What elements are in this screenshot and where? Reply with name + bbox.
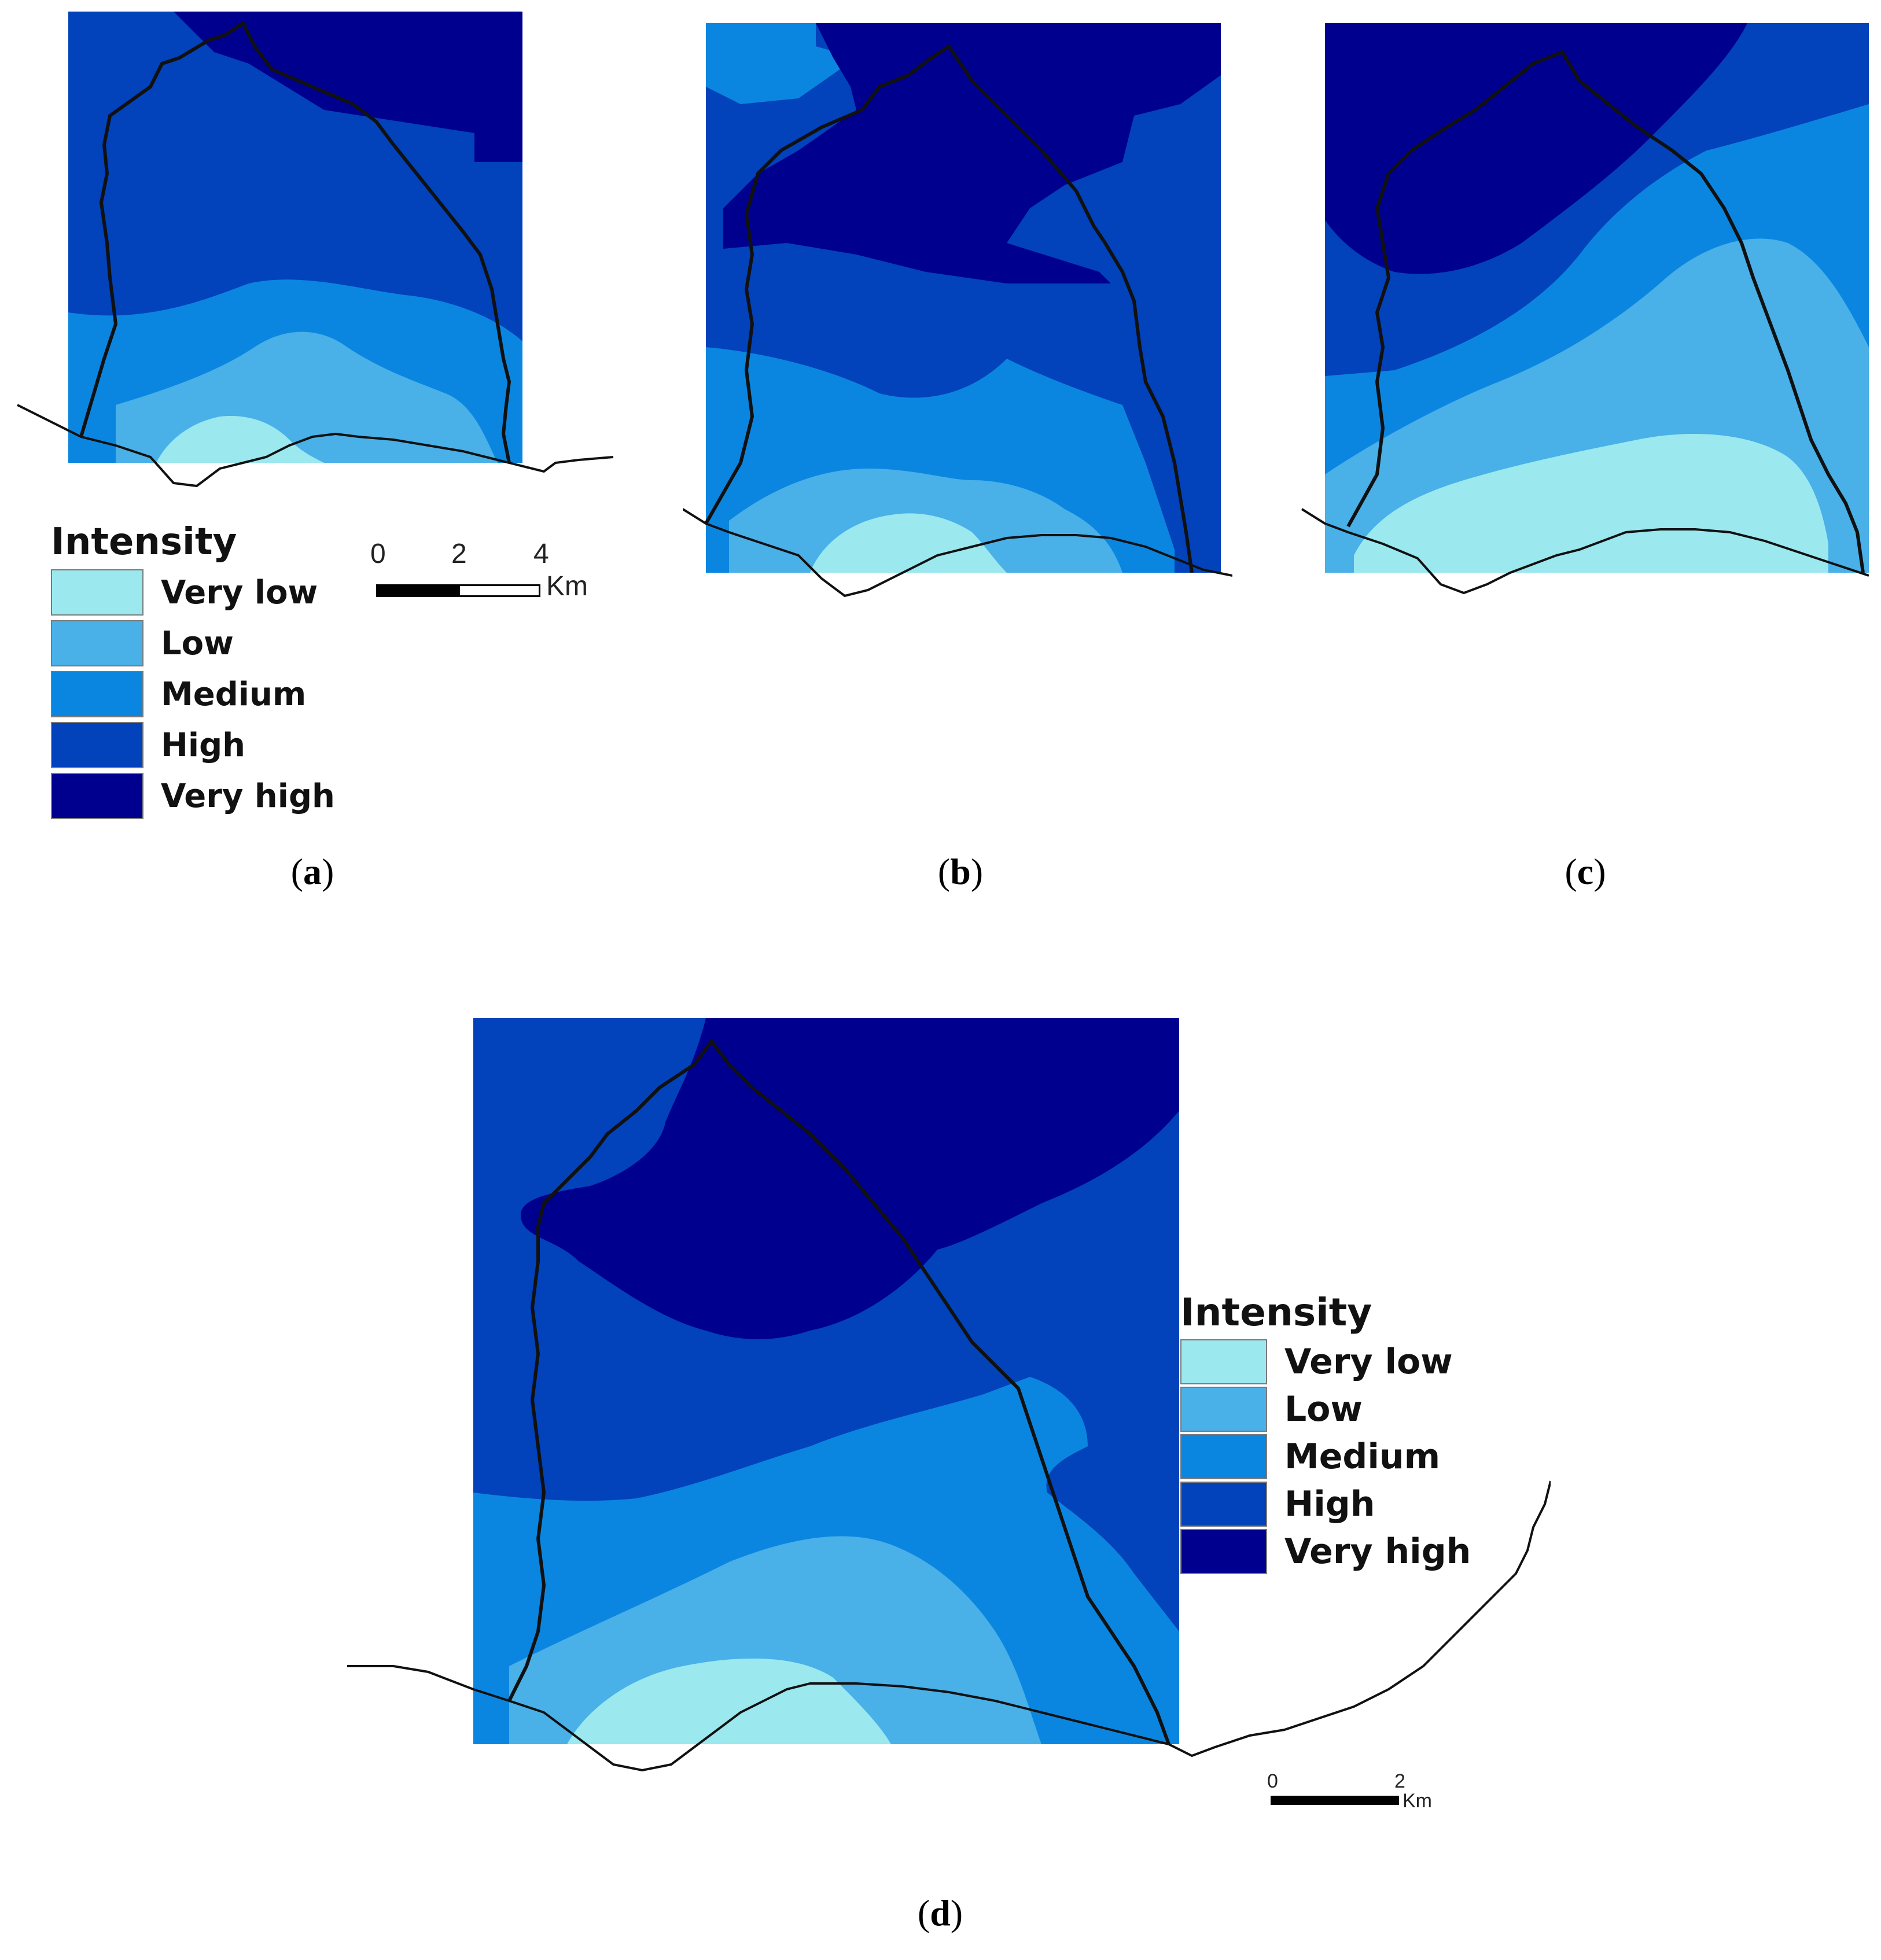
legend-label: High — [161, 726, 246, 764]
zone-very-low — [810, 513, 1007, 573]
scale-bar-segment-black — [1271, 1796, 1399, 1805]
legend-label: Medium — [1284, 1436, 1441, 1477]
coastline-d — [347, 1480, 1551, 1772]
caption-c: (c) — [1565, 851, 1606, 892]
intensity-zones-d — [473, 1018, 1179, 1744]
map-c-svg — [1301, 23, 1869, 595]
caption-a: (a) — [290, 851, 334, 892]
legend-item-high: High — [1180, 1482, 1471, 1527]
sea-mask-a — [0, 463, 636, 521]
zone-very-low — [156, 416, 324, 463]
map-b-svg — [683, 23, 1232, 598]
legend-label: High — [1284, 1484, 1375, 1524]
scale-tick: 4 — [533, 539, 549, 569]
legend-swatch — [51, 722, 143, 768]
legend-swatch — [51, 773, 143, 819]
legend-item-medium: Medium — [1180, 1434, 1471, 1479]
legend-title: Intensity — [51, 521, 237, 563]
legend-item-low: Low — [1180, 1387, 1471, 1432]
legend-swatch — [1180, 1529, 1267, 1574]
zone-very-high — [1325, 23, 1747, 274]
legend-item-high: High — [51, 722, 335, 768]
zone-very-high — [174, 12, 522, 162]
district-boundary-d — [507, 1038, 1170, 1745]
legend-item-very-low: Very low — [1180, 1339, 1471, 1384]
zone-very-high — [521, 1018, 1179, 1339]
legend-label: Very low — [161, 573, 318, 611]
scale-tick: 0 — [370, 539, 386, 569]
district-boundary-c — [1346, 50, 1865, 573]
legend-item-very-low: Very low — [51, 569, 335, 616]
legend-label: Low — [161, 624, 234, 662]
scale-bar-a: 0 2 4 Km — [370, 538, 613, 607]
district-boundary-a — [79, 20, 511, 463]
map-panel-a — [0, 0, 636, 521]
zone-very-low — [567, 1658, 891, 1744]
legend-item-low: Low — [51, 620, 335, 666]
zone-very-low — [1354, 434, 1828, 573]
legend-item-very-high: Very high — [51, 773, 335, 819]
legend-d: Intensity Very low Low Medium High Very … — [1180, 1290, 1471, 1574]
legend-swatch — [1180, 1434, 1267, 1479]
legend-swatch — [1180, 1482, 1267, 1527]
scale-bar-segment-black — [376, 584, 458, 597]
legend-label: Very low — [1284, 1342, 1453, 1382]
intensity-zones-b — [706, 23, 1221, 573]
scale-bar-d: 0 2 Km — [1267, 1770, 1452, 1822]
intensity-zones-c — [1325, 23, 1869, 573]
legend-label: Very high — [1284, 1531, 1471, 1572]
legend-swatch — [51, 620, 143, 666]
legend-label: Very high — [161, 777, 335, 815]
coastline-a — [17, 404, 614, 488]
intensity-zones-a — [68, 12, 522, 463]
legend-title: Intensity — [1180, 1290, 1372, 1335]
map-panel-b — [683, 0, 1232, 613]
scale-tick: 0 — [1267, 1770, 1278, 1792]
legend-swatch — [1180, 1339, 1267, 1384]
legend-a: Intensity Very low Low Medium High Very … — [51, 521, 335, 819]
scale-tick: 2 — [451, 539, 467, 569]
map-d-svg — [347, 1018, 1551, 1772]
scale-tick: 2 — [1394, 1770, 1405, 1792]
legend-swatch — [1180, 1387, 1267, 1432]
legend-label: Low — [1284, 1389, 1363, 1430]
map-panel-d — [336, 1018, 1551, 1782]
legend-label: Medium — [161, 675, 307, 713]
scale-unit: Km — [546, 571, 588, 602]
zone-medium — [706, 23, 856, 104]
coastline-c — [1301, 508, 1869, 595]
legend-swatch — [51, 671, 143, 717]
legend-item-medium: Medium — [51, 671, 335, 717]
caption-b: (b) — [937, 851, 984, 892]
legend-swatch — [51, 569, 143, 616]
map-panel-c — [1290, 0, 1869, 613]
zone-very-high — [723, 23, 1221, 283]
scale-bar-segment-white — [458, 584, 540, 597]
map-a-svg — [0, 12, 636, 521]
caption-d: (d) — [917, 1892, 963, 1933]
coastline-b — [683, 508, 1232, 598]
district-boundary-b — [704, 43, 1194, 573]
scale-unit: Km — [1403, 1790, 1432, 1812]
legend-item-very-high: Very high — [1180, 1529, 1471, 1574]
